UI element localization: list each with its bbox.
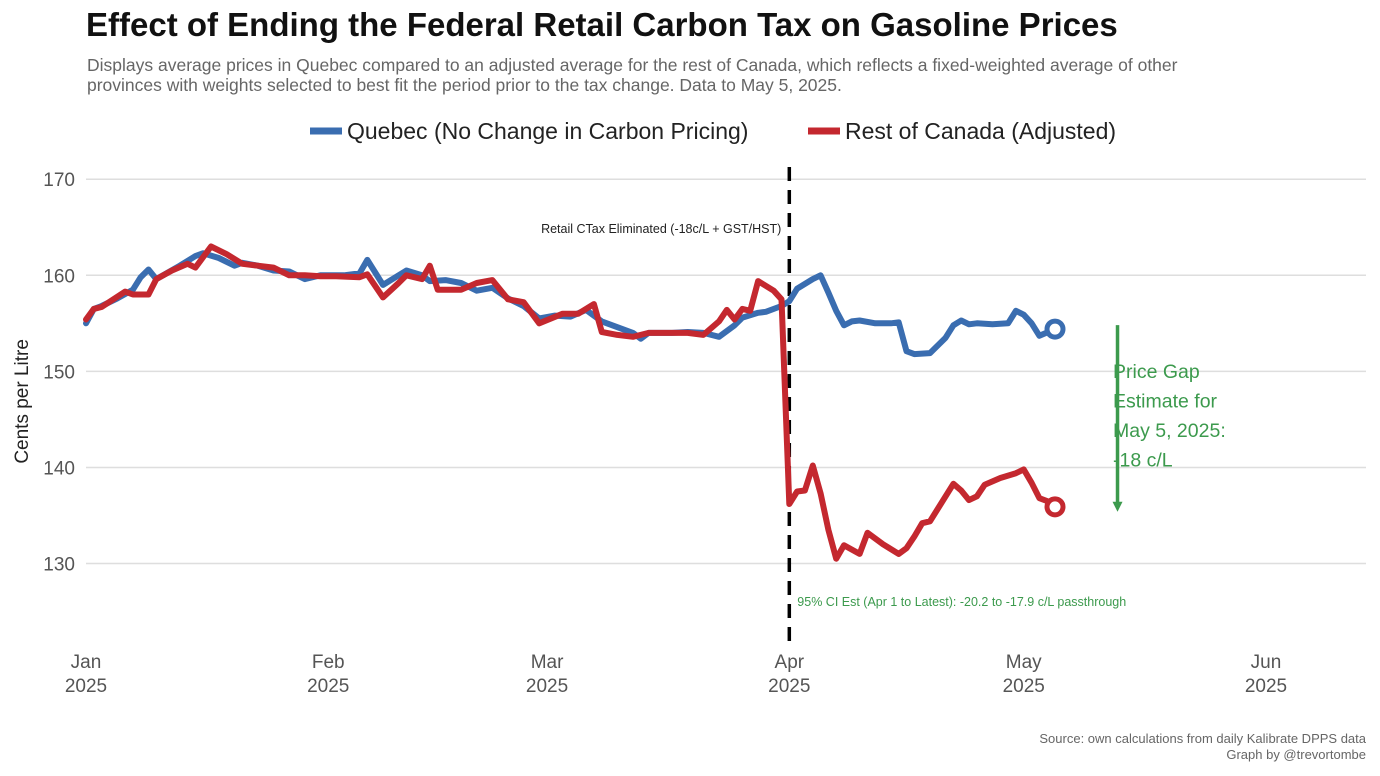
- gap-annotation-text: -18 c/L: [1113, 450, 1173, 472]
- y-axis-label: Cents per Litre: [12, 339, 33, 464]
- x-tick-label: Apr: [775, 652, 805, 673]
- x-tick-label: Jan: [71, 652, 102, 673]
- y-tick-label: 170: [43, 170, 75, 191]
- ci-annotation: 95% CI Est (Apr 1 to Latest): -20.2 to -…: [797, 595, 1126, 609]
- event-label: Retail CTax Eliminated (-18c/L + GST/HST…: [541, 222, 781, 236]
- x-tick-label: 2025: [65, 676, 107, 697]
- x-tick-label: 2025: [307, 676, 349, 697]
- legend-label: Quebec (No Change in Carbon Pricing): [347, 118, 748, 144]
- endpoint-marker-rest-of-canada: [1044, 496, 1066, 518]
- x-tick-label: 2025: [768, 676, 810, 697]
- x-tick-label: May: [1006, 652, 1042, 673]
- x-tick-label: Feb: [312, 652, 345, 673]
- x-tick-label: 2025: [526, 676, 568, 697]
- credit-line: Graph by @trevortombe: [1226, 747, 1366, 762]
- source-line: Source: own calculations from daily Kali…: [1039, 731, 1366, 746]
- series-line-rest-of-canada: [83, 243, 1058, 562]
- endpoint-marker-quebec: [1044, 318, 1066, 340]
- x-tick-label: Jun: [1251, 652, 1282, 673]
- y-tick-label: 140: [43, 458, 75, 479]
- gap-arrowhead: [1112, 501, 1123, 512]
- legend-label: Rest of Canada (Adjusted): [845, 118, 1116, 144]
- gap-annotation-text: Estimate for: [1113, 391, 1218, 413]
- y-tick-label: 150: [43, 362, 75, 383]
- series-line-quebec: [83, 250, 1058, 358]
- gap-annotation-text: Price Gap: [1113, 361, 1200, 383]
- gap-annotation-text: May 5, 2025:: [1113, 420, 1226, 442]
- y-tick-label: 130: [43, 555, 75, 576]
- x-tick-label: Mar: [531, 652, 564, 673]
- x-tick-label: 2025: [1245, 676, 1287, 697]
- y-tick-label: 160: [43, 266, 75, 287]
- source-caption: Source: own calculations from daily Kali…: [1039, 731, 1366, 763]
- chart-title: Effect of Ending the Federal Retail Carb…: [86, 6, 1118, 43]
- x-tick-label: 2025: [1003, 676, 1045, 697]
- chart-subtitle: Displays average prices in Quebec compar…: [87, 55, 1178, 95]
